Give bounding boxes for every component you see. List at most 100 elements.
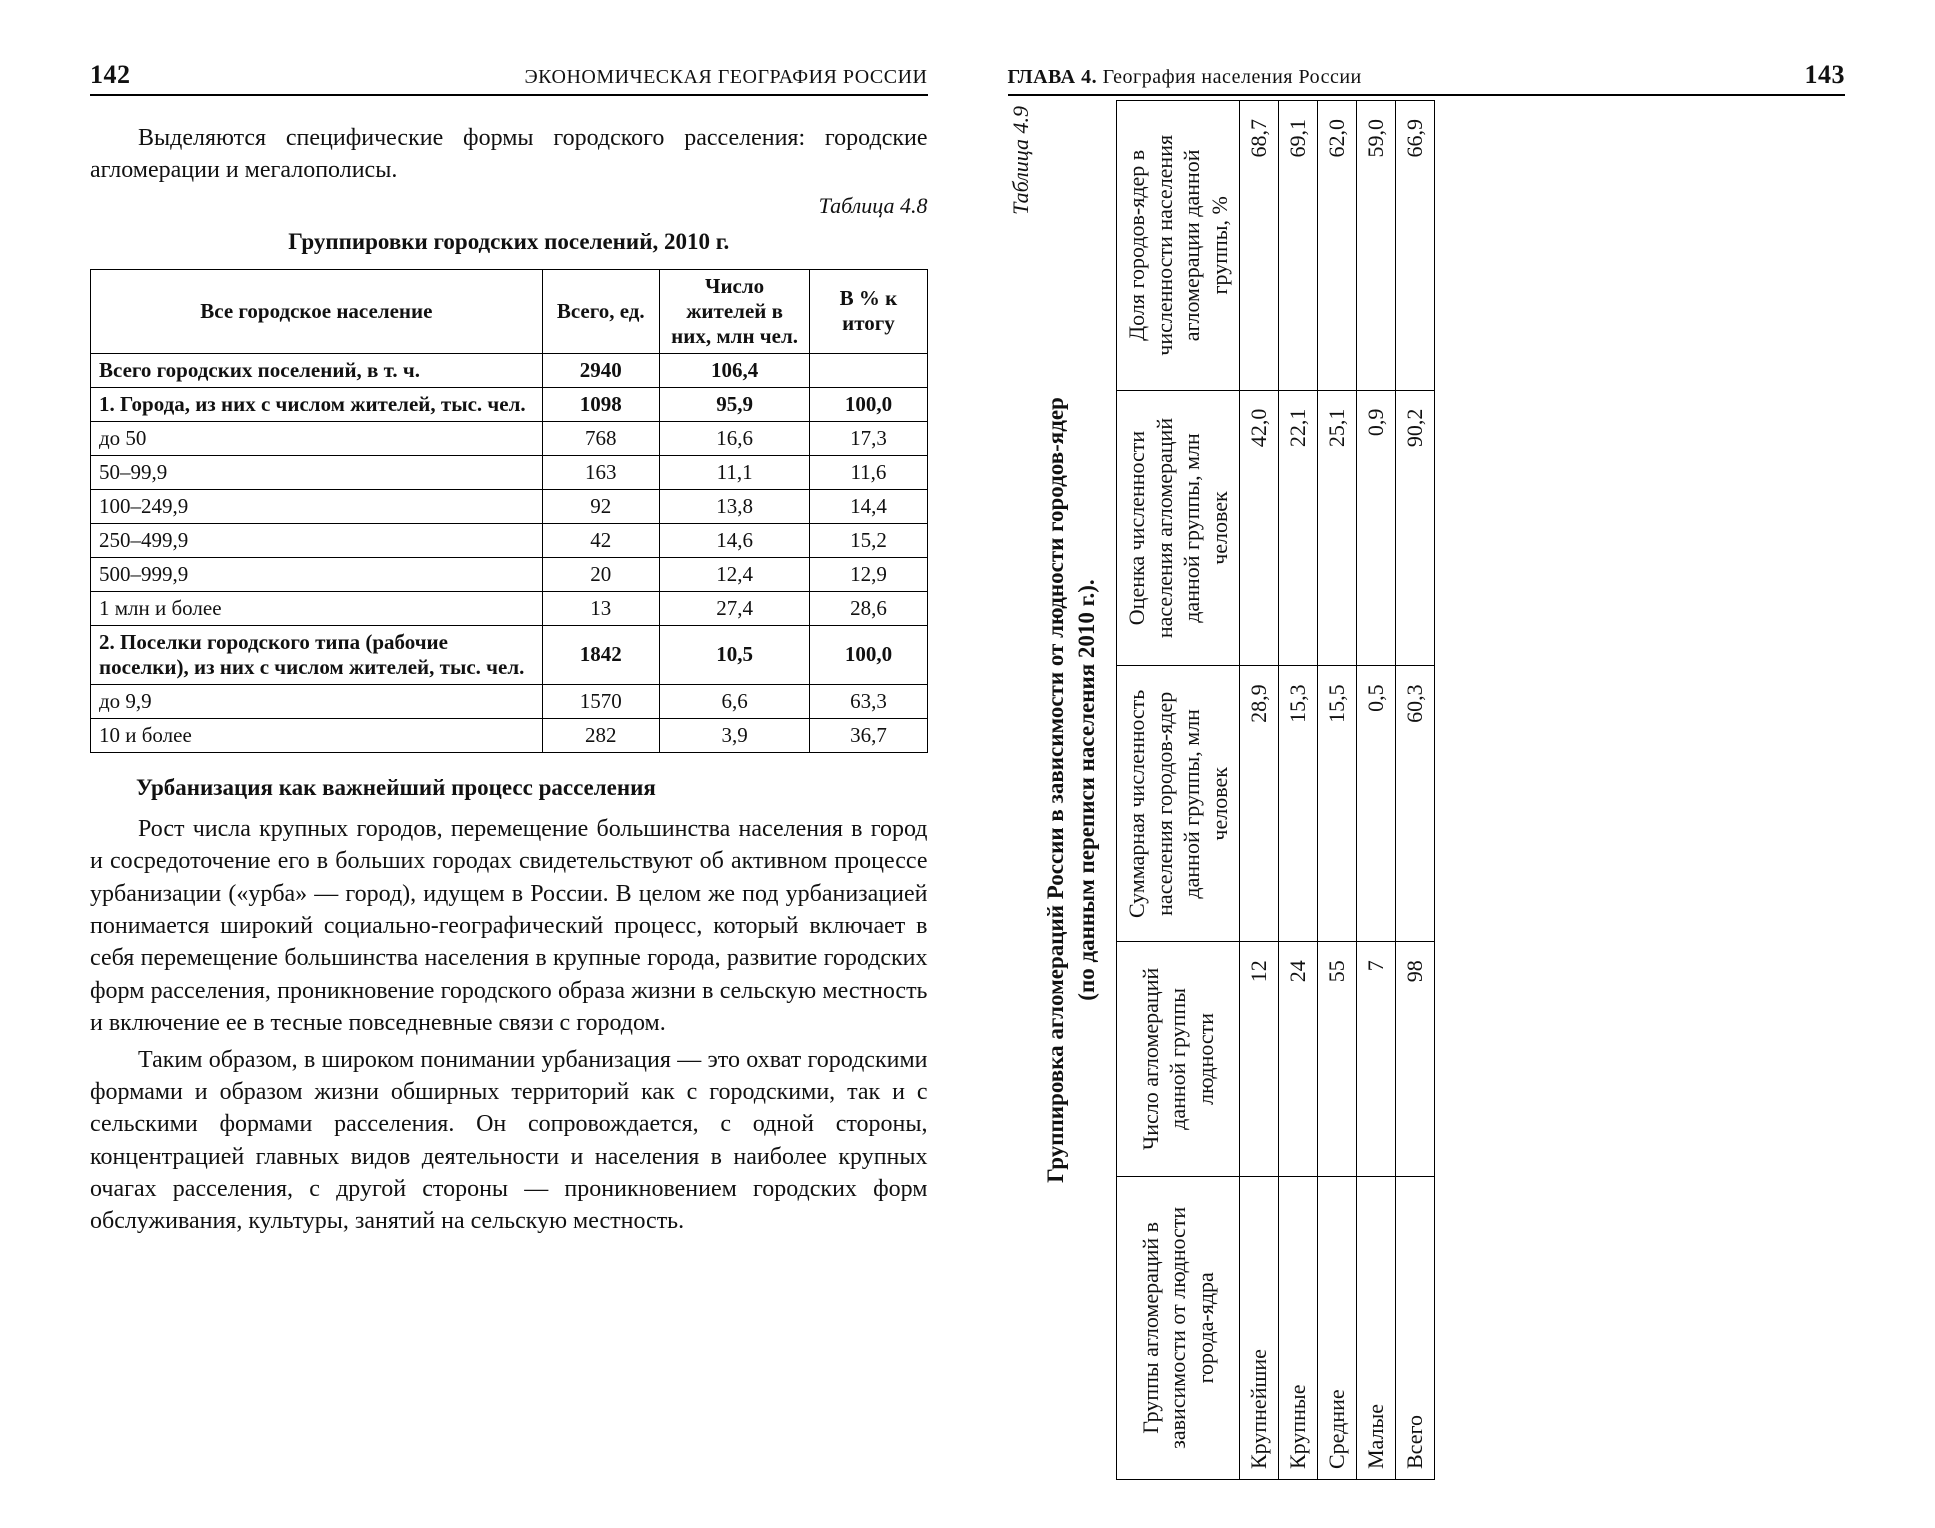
cell-pct: 36,7: [810, 718, 927, 752]
cell-pop: 3,9: [659, 718, 810, 752]
cell-pct: 28,6: [810, 591, 927, 625]
row-label: 1 млн и более: [91, 591, 543, 625]
body-text-left: Выделяются специфические формы городског…: [90, 122, 928, 187]
row-label: 250–499,9: [91, 523, 543, 557]
cell-pct: 15,2: [810, 523, 927, 557]
cell-value: 15,3: [1278, 666, 1317, 942]
running-head-left: 142 ЭКОНОМИЧЕСКАЯ ГЕОГРАФИЯ РОССИИ: [90, 60, 928, 96]
urbanization-p1: Рост числа крупных городов, перемещение …: [90, 813, 928, 1040]
table48-title: Группировки городских поселений, 2010 г.: [90, 229, 928, 255]
cell-value: 55: [1317, 942, 1356, 1176]
cell-pct: 100,0: [810, 387, 927, 421]
table49-body: Крупнейшие1228,942,068,7Крупные2415,322,…: [1239, 101, 1434, 1480]
table-row: 1 млн и более1327,428,6: [91, 591, 928, 625]
table-row: 500–999,92012,412,9: [91, 557, 928, 591]
table49-col-4: Доля городов-ядер в численности населени…: [1116, 101, 1239, 391]
rotated-table-block: Таблица 4.9 Группировка агломераций Росс…: [1008, 100, 1878, 1480]
urbanization-p2: Таким образом, в широком понимании урбан…: [90, 1044, 928, 1238]
page-number-right: 143: [1805, 60, 1846, 90]
page-right: ГЛАВА 4. География населения России 143 …: [968, 0, 1935, 1528]
cell-value: 62,0: [1317, 101, 1356, 391]
table-row: 50–99,916311,111,6: [91, 455, 928, 489]
row-label: до 9,9: [91, 684, 543, 718]
cell-value: 60,3: [1395, 666, 1434, 942]
row-label: Средние: [1317, 1176, 1356, 1479]
book-spread: 142 ЭКОНОМИЧЕСКАЯ ГЕОГРАФИЯ РОССИИ Выдел…: [0, 0, 1935, 1528]
cell-value: 98: [1395, 942, 1434, 1176]
intro-paragraph: Выделяются специфические формы городског…: [90, 122, 928, 187]
row-label: Всего городских поселений, в т. ч.: [91, 353, 543, 387]
cell-pop: 27,4: [659, 591, 810, 625]
cell-pct: 63,3: [810, 684, 927, 718]
urbanization-paragraphs: Рост числа крупных городов, перемещение …: [90, 813, 928, 1238]
table-4-9: Группы агломераций в зависимости от людн…: [1116, 100, 1435, 1480]
cell-value: 12: [1239, 942, 1278, 1176]
cell-pop: 16,6: [659, 421, 810, 455]
cell-total: 13: [542, 591, 659, 625]
table-row: до 9,915706,663,3: [91, 684, 928, 718]
cell-total: 92: [542, 489, 659, 523]
table-row: 250–499,94214,615,2: [91, 523, 928, 557]
cell-pct: 17,3: [810, 421, 927, 455]
row-label: Крупнейшие: [1239, 1176, 1278, 1479]
cell-pct: [810, 353, 927, 387]
cell-value: 69,1: [1278, 101, 1317, 391]
chapter-title: География населения России: [1097, 66, 1362, 88]
cell-total: 42: [542, 523, 659, 557]
cell-pct: 14,4: [810, 489, 927, 523]
cell-pct: 12,9: [810, 557, 927, 591]
row-label: Всего: [1395, 1176, 1434, 1479]
table49-header-row: Группы агломераций в зависимости от людн…: [1116, 101, 1239, 1480]
table49-title: Группировка агломераций России в зависим…: [1040, 100, 1102, 1480]
table-row: Крупные2415,322,169,1: [1278, 101, 1317, 1480]
row-label: 2. Поселки городского типа (рабочие посе…: [91, 625, 543, 684]
cell-value: 28,9: [1239, 666, 1278, 942]
table49-col-2: Суммарная численность населения городов-…: [1116, 666, 1239, 942]
cell-pop: 13,8: [659, 489, 810, 523]
row-label: 50–99,9: [91, 455, 543, 489]
cell-value: 24: [1278, 942, 1317, 1176]
cell-value: 68,7: [1239, 101, 1278, 391]
cell-value: 66,9: [1395, 101, 1434, 391]
table49-title-line2: (по данным переписи населения 2010 г.).: [1074, 579, 1099, 1000]
row-label: 10 и более: [91, 718, 543, 752]
table-row: Крупнейшие1228,942,068,7: [1239, 101, 1278, 1480]
row-label: 1. Города, из них с числом жителей, тыс.…: [91, 387, 543, 421]
table49-col-3: Оценка численности населения агломераций…: [1116, 390, 1239, 666]
table-row: Всего городских поселений, в т. ч.294010…: [91, 353, 928, 387]
cell-value: 15,5: [1317, 666, 1356, 942]
table49-caption: Таблица 4.9: [1008, 106, 1034, 1480]
table-row: до 5076816,617,3: [91, 421, 928, 455]
table-row: 10 и более2823,936,7: [91, 718, 928, 752]
table-row: Всего9860,390,266,9: [1395, 101, 1434, 1480]
table-row: 2. Поселки городского типа (рабочие посе…: [91, 625, 928, 684]
table48-col-3: В % к итогу: [810, 269, 927, 353]
cell-value: 0,9: [1356, 390, 1395, 666]
running-header-left: ЭКОНОМИЧЕСКАЯ ГЕОГРАФИЯ РОССИИ: [524, 66, 927, 89]
table48-header-row: Все городское население Всего, ед. Число…: [91, 269, 928, 353]
cell-total: 282: [542, 718, 659, 752]
page-number-left: 142: [90, 60, 131, 90]
table48-col-2: Число жителей в них, млн чел.: [659, 269, 810, 353]
row-label: 500–999,9: [91, 557, 543, 591]
running-header-right: ГЛАВА 4. География населения России: [1008, 66, 1362, 89]
row-label: до 50: [91, 421, 543, 455]
row-label: 100–249,9: [91, 489, 543, 523]
section-heading-urbanization: Урбанизация как важнейший процесс рассел…: [90, 775, 928, 801]
cell-pop: 95,9: [659, 387, 810, 421]
row-label: Крупные: [1278, 1176, 1317, 1479]
cell-total: 20: [542, 557, 659, 591]
cell-value: 22,1: [1278, 390, 1317, 666]
table-row: Средние5515,525,162,0: [1317, 101, 1356, 1480]
table49-col-0: Группы агломераций в зависимости от людн…: [1116, 1176, 1239, 1479]
table-row: 100–249,99213,814,4: [91, 489, 928, 523]
cell-pop: 11,1: [659, 455, 810, 489]
cell-total: 1842: [542, 625, 659, 684]
row-label: Малые: [1356, 1176, 1395, 1479]
table49-title-line1: Группировка агломераций России в зависим…: [1043, 397, 1068, 1183]
table48-caption: Таблица 4.8: [90, 193, 928, 219]
cell-total: 2940: [542, 353, 659, 387]
cell-pop: 106,4: [659, 353, 810, 387]
cell-value: 90,2: [1395, 390, 1434, 666]
table-row: 1. Города, из них с числом жителей, тыс.…: [91, 387, 928, 421]
